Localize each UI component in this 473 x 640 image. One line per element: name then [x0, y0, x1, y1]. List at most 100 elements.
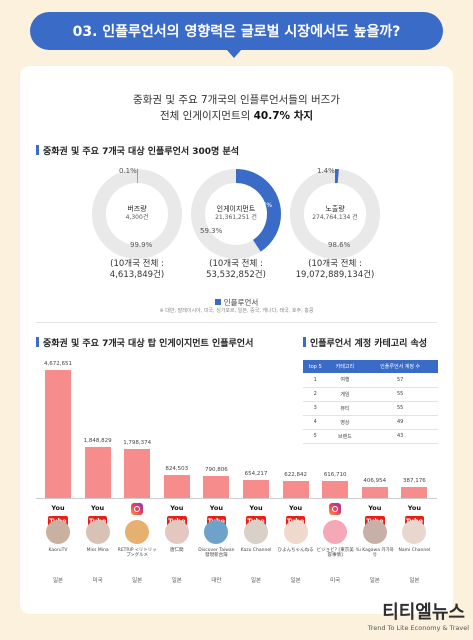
influencer-name: 唐仁間: [170, 548, 184, 553]
youtube-icon: YouTube: [164, 502, 190, 526]
youtube-text: You: [249, 504, 263, 512]
banner-pointer: [226, 49, 242, 58]
section-divider: [36, 322, 437, 323]
brand-watermark: 티티엘뉴스: [382, 602, 465, 623]
donut-highlight-pct: 1.4%: [317, 167, 335, 175]
cell-category: 영상: [327, 415, 363, 430]
table-row: 1 여행 57: [303, 373, 438, 388]
youtube-icon: YouTube: [45, 502, 71, 526]
donut-total-label: (10개국 전체 :: [308, 259, 362, 269]
donut-center-label: 노출량 274,764,134 건: [300, 205, 370, 221]
donut-slice-influencer: [191, 169, 281, 259]
instagram-icon: [329, 503, 342, 515]
donut-metric-name: 버즈량: [127, 205, 147, 213]
category-section-title: 인플루언서 계정 카테고리 속성: [303, 336, 427, 349]
influencer-name: Discover Taiwan 發現新台灣: [198, 548, 235, 559]
youtube-text: You: [368, 504, 382, 512]
cell-rank: 3: [303, 401, 328, 416]
cell-count: 57: [362, 373, 438, 388]
bar-value-label: 824,503: [165, 466, 189, 473]
youtube-text: You: [90, 504, 105, 512]
cell-category: 여행: [327, 373, 363, 388]
cell-count: 55: [362, 401, 438, 416]
youtube-icon: YouTube: [85, 502, 111, 526]
donut-rest-pct: 99.9%: [130, 241, 153, 249]
influencer-country: 일본: [132, 578, 143, 584]
influencer-name: Miss Mina: [86, 548, 109, 553]
donut-metric-value: 4,300건: [125, 213, 149, 221]
donut-total-value: 4,613,849건): [109, 270, 165, 281]
donut-charts: [92, 169, 380, 259]
youtube-icon: YouTube: [243, 502, 269, 526]
influencer-name: RETRIP <リトリップ>グルメ: [117, 548, 157, 559]
bar-value-label: 1,798,374: [123, 439, 152, 446]
bar-value-label: 406,954: [363, 477, 387, 484]
donut-metric-value: 274,764,134 건: [312, 213, 358, 221]
donut-slice-influencer: [92, 169, 182, 259]
bar: [401, 487, 428, 498]
cell-rank: 5: [303, 429, 328, 444]
donut-center-label: 버즈량 4,300건: [102, 205, 172, 221]
table-row: 3 뷰티 55: [303, 401, 438, 416]
influencer-avatar: [85, 520, 110, 544]
intro-line-2-prefix: 전체 인게이지먼트의: [159, 110, 251, 122]
donut-total-value: 19,072,889,134건): [295, 270, 375, 281]
influencer-avatar: [362, 520, 387, 544]
table-row: 2 게임 55: [303, 387, 438, 402]
youtube-text: You: [209, 504, 223, 512]
bar-value-label: 790,806: [205, 467, 228, 474]
bar-section-title: 중화권 및 주요 7개국 대상 탑 인게이지먼트 인플루언서: [36, 336, 253, 349]
cell-count: 55: [362, 387, 438, 402]
influencer-avatar: [244, 520, 268, 544]
cell-count: 43: [362, 429, 438, 444]
influencer-name: KaoruTV: [48, 548, 68, 553]
bar: [243, 480, 269, 498]
header-category: 카테고리: [327, 360, 363, 373]
influencer-country: 일본: [409, 578, 420, 584]
table-row: 5 브랜드 43: [303, 429, 438, 444]
donut-slice-influencer: [290, 169, 380, 259]
chart-legend: 인플루언서: [0, 297, 473, 308]
cell-category: 게임: [327, 387, 363, 402]
influencer-avatar: [402, 520, 427, 544]
section-banner: 03. 인플루언서의 영향력은 글로벌 시장에서도 높을까?: [30, 12, 443, 50]
influencer-avatar: [46, 520, 70, 544]
influencer-avatar: [204, 520, 229, 544]
donut-total-label: (10개국 전체 :: [110, 259, 164, 269]
bar: [361, 486, 388, 498]
intro-line-1: 중화권 및 주요 7개국의 인플루언서들의 버즈가: [133, 94, 340, 106]
intro-highlight: 40.7% 차지: [253, 110, 314, 122]
bar-value-label: 1,848,829: [83, 438, 112, 445]
cell-count: 49: [362, 415, 438, 430]
influencer-country: 일본: [290, 578, 301, 584]
cell-rank: 4: [303, 415, 328, 430]
youtube-icon: YouTube: [362, 502, 388, 526]
influencer-avatar: [323, 520, 348, 544]
donut-total: (10개국 전체 :4,613,849건): [82, 259, 192, 281]
category-table: top 5 카테고리 인플루언서 계정 수 1 여행 57 2 게임 55 3 뷰티 55 …: [303, 360, 438, 444]
bar-baseline: [36, 498, 437, 499]
influencer-country: 대만: [211, 578, 222, 584]
cell-rank: 1: [303, 373, 328, 388]
influencer-country: 일본: [171, 578, 182, 584]
youtube-text: You: [170, 504, 184, 512]
youtube-text: You: [51, 504, 65, 512]
bar: [84, 447, 111, 498]
influencer-name: Nami Channel: [398, 548, 431, 553]
bar: [322, 481, 349, 498]
donut-rest-pct: 98.6%: [328, 241, 351, 249]
influencer-country: 미국: [92, 578, 103, 584]
influencer-name: Yu Kagawa 카가와 유: [355, 548, 394, 559]
donut-total: (10개국 전체 :53,532,852건): [181, 259, 291, 281]
influencer-country: 일본: [250, 578, 262, 584]
donut-highlight-pct: 40.7%: [253, 202, 273, 209]
youtube-icon: YouTube: [401, 502, 427, 526]
donut-metric-name: 인게이지먼트: [216, 205, 256, 213]
influencer-country: 미국: [330, 578, 341, 584]
table-row: 4 영상 49: [303, 415, 438, 430]
legend-swatch: [214, 299, 221, 305]
instagram-icon: [131, 503, 144, 515]
donut-center-label: 인게이지먼트 21,361,251 건: [201, 205, 271, 221]
header-count: 인플루언서 계정 수: [362, 360, 438, 373]
donut-highlight-pct: 0.1%: [119, 167, 137, 175]
